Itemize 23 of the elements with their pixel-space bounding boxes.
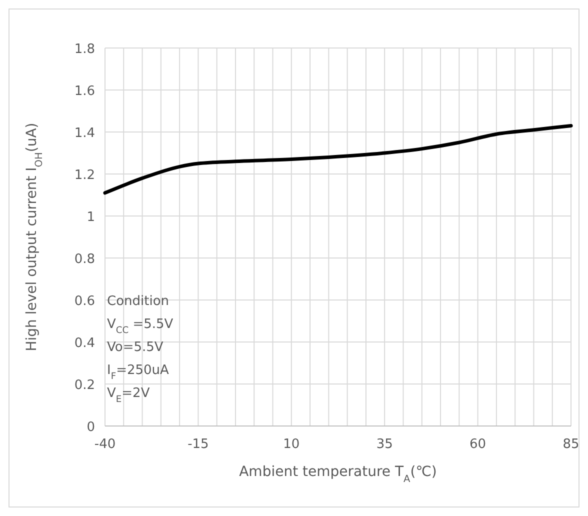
- y-tick-label: 0.2: [74, 378, 95, 393]
- x-tick-label: -40: [94, 437, 116, 452]
- x-tick-label: 35: [376, 437, 393, 452]
- x-tick-label: -15: [188, 437, 209, 452]
- annotation: Vo=5.5V: [107, 340, 164, 355]
- annotation: Condition: [107, 294, 170, 309]
- y-tick-label: 1.6: [74, 84, 95, 99]
- annotation: V$_{CC}$ =5.5V: [107, 317, 174, 336]
- line-series: [103, 124, 573, 195]
- y-tick-label: 1: [86, 210, 95, 225]
- y-tick-label: 0: [86, 420, 95, 435]
- x-tick-label: 85: [562, 437, 580, 452]
- x-tick-label: 10: [283, 437, 300, 452]
- y-tick-label: 1.8: [74, 42, 95, 57]
- y-tick-label: 1.4: [74, 126, 95, 141]
- y-tick-label: 0.8: [74, 252, 95, 267]
- x-tick-label: 60: [470, 437, 486, 452]
- x-axis-title: Ambient temperature T$_{A}$(℃): [239, 464, 437, 484]
- y-tick-label: 1.2: [74, 168, 95, 183]
- annotation: V$_{E}$=2V: [107, 386, 150, 405]
- annotation: I$_{F}$=250uA: [107, 363, 170, 382]
- y-tick-label: 0.4: [74, 336, 95, 351]
- y-tick-label: 0.6: [74, 294, 95, 309]
